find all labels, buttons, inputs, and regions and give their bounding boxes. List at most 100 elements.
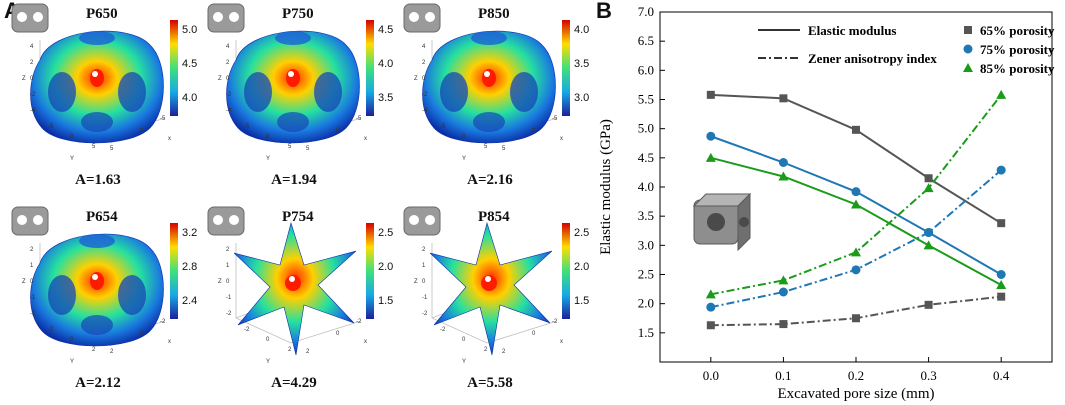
axis-tick-label: x — [168, 339, 171, 345]
unit-cell-icon — [403, 3, 441, 33]
data-point — [706, 131, 716, 141]
y-tick-label: 4.5 — [638, 150, 654, 165]
axis-tick-label: Y — [70, 156, 74, 162]
data-point — [851, 199, 861, 209]
axis-tick-label: 5 — [484, 144, 488, 150]
surface-shape — [226, 30, 360, 144]
axis-tick-label: 1 — [226, 263, 230, 269]
axis-tick-label: 5 — [502, 146, 506, 152]
axis-tick-label: -1 — [30, 295, 36, 301]
data-point — [852, 314, 860, 323]
y-tick-label: 6.5 — [638, 33, 654, 48]
axis-ticks: 2 1 0 -1 -2 -2 0 2 2 0 -2 Z Yx — [218, 247, 367, 365]
colorbar-tick-label: 4.0 — [182, 92, 198, 104]
axis-tick-label: 0 — [140, 128, 144, 134]
x-tick-label: 0.0 — [703, 368, 719, 383]
data-point — [778, 171, 789, 181]
data-point — [852, 125, 860, 134]
colorbar-tick-label: 2.5 — [378, 227, 394, 239]
y-tick-label: 3.5 — [638, 208, 654, 223]
colorbar-tick-label: 4.5 — [182, 58, 198, 70]
axis-tick-label: -4 — [30, 108, 36, 114]
colorbar — [170, 20, 178, 116]
y-tick-label: 3.0 — [638, 237, 654, 252]
axis-tick-label: -4 — [226, 108, 232, 114]
data-point — [996, 270, 1006, 279]
axis-tick-label: -2 — [30, 92, 36, 98]
x-tick-label: 0.3 — [920, 368, 936, 383]
colorbar-tick-label: 1.5 — [378, 295, 394, 307]
axis-tick-label: -2 — [244, 327, 250, 333]
x-tick-label: 0.2 — [848, 368, 864, 383]
surface-title: P850 — [478, 6, 510, 22]
axis-tick-label: 0 — [336, 331, 340, 337]
axis-tick-label: 0 — [422, 76, 426, 82]
elastic-modulus-chart: 1.5 2.0 2.5 3.0 3.5 4.0 4.5 5.0 5.5 6.0 6.5 7.0 0.0 0… — [598, 4, 1055, 402]
axis-tick-label: 0 — [70, 337, 74, 343]
axis-tick-label: x — [560, 136, 563, 142]
data-point — [851, 187, 861, 197]
axis-tick-label: 0 — [266, 337, 270, 343]
data-point — [996, 89, 1007, 99]
axis-tick-label: 2 — [226, 247, 230, 253]
axis-tick-label: -5 — [244, 124, 250, 130]
legend-label: Elastic modulus — [808, 23, 897, 38]
axis-tick-label: Z — [218, 279, 222, 285]
data-point — [779, 320, 788, 329]
axis-tick-label: -2 — [226, 311, 232, 317]
axis-tick-label: -2 — [356, 319, 362, 325]
legend-label: 65% porosity — [980, 23, 1055, 38]
axis-tick-label: 0 — [140, 331, 144, 337]
axis-tick-label: 1 — [422, 263, 426, 269]
axis-tick-label: 2 — [226, 60, 230, 66]
colorbar-tick-label: 4.5 — [378, 24, 394, 36]
surface-shape — [30, 30, 164, 144]
axis-tick-label: 2 — [422, 60, 426, 66]
y-tick-label: 1.5 — [638, 325, 654, 340]
axis-tick-label: 5 — [92, 144, 96, 150]
axis-tick-label: 2 — [306, 349, 310, 355]
panel-b-chart: 1.5 2.0 2.5 3.0 3.5 4.0 4.5 5.0 5.5 6.0 6.5 7.0 0.0 0… — [588, 0, 1065, 405]
data-point — [923, 183, 934, 193]
axis-tick-label: 2 — [30, 60, 34, 66]
surface-shape — [422, 30, 556, 144]
data-point — [963, 44, 973, 54]
data-point — [706, 90, 715, 99]
axis-tick-label: 0 — [226, 76, 230, 82]
axis-tick-label: 0 — [266, 134, 270, 140]
axis-tick-label: Z — [22, 279, 26, 285]
axis-tick-label: Y — [266, 156, 270, 162]
axis-ticks: 4 2 0 -2 -4 -5 0 5 5 0 -5 Z Yx — [414, 44, 563, 162]
y-tick-label: 6.0 — [638, 62, 654, 77]
surface-title: P754 — [282, 209, 314, 225]
axis-tick-label: -1 — [226, 295, 232, 301]
axis-tick-label: 4 — [30, 44, 34, 50]
axis-tick-label: 2 — [110, 349, 114, 355]
data-point — [779, 94, 788, 103]
surface-title: P654 — [86, 209, 118, 225]
unit-cell-icon — [11, 206, 49, 236]
data-point — [996, 165, 1006, 175]
x-axis-label: Excavated pore size (mm) — [777, 386, 934, 402]
axis-tick-label: Z — [414, 279, 418, 285]
axis-tick-label: 0 — [532, 128, 536, 134]
unit-cell-icon — [11, 3, 49, 33]
colorbar-tick-label: 2.0 — [378, 261, 394, 273]
panel-b-label: B — [596, 0, 612, 23]
axis-tick-label: 2 — [484, 347, 488, 353]
colorbar-tick-label: 4.0 — [574, 24, 590, 36]
y-axis-label: Elastic modulus (GPa) — [598, 119, 614, 255]
data-point — [924, 300, 933, 309]
axis-tick-label: Z — [22, 76, 26, 82]
axis-tick-label: 2 — [502, 349, 506, 355]
axis-tick-label: -1 — [422, 295, 428, 301]
legend-label: 75% porosity — [980, 42, 1055, 57]
data-point — [924, 174, 933, 183]
surface-title: P854 — [478, 209, 510, 225]
axis-tick-label: 0 — [226, 279, 230, 285]
colorbar-tick-label: 2.5 — [574, 227, 590, 239]
axis-tick-label: 2 — [30, 247, 34, 253]
